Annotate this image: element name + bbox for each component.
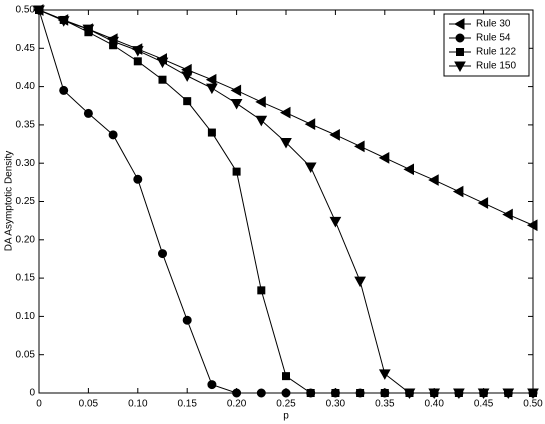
marker bbox=[158, 249, 167, 259]
marker bbox=[403, 163, 414, 176]
marker bbox=[182, 315, 192, 325]
marker bbox=[158, 75, 167, 84]
marker bbox=[453, 388, 465, 400]
x-tick-label: 0.45 bbox=[474, 399, 494, 410]
legend: Rule 30 Rule 54 Rule 122 Rule 150 bbox=[443, 13, 530, 77]
marker bbox=[378, 151, 390, 164]
y-tick-label: 0.10 bbox=[16, 311, 36, 322]
y-tick-label: 0.35 bbox=[16, 120, 36, 131]
marker bbox=[205, 73, 217, 86]
marker bbox=[83, 108, 93, 118]
y-tick-label: 0.20 bbox=[16, 234, 36, 245]
marker bbox=[133, 174, 143, 184]
marker bbox=[356, 389, 365, 397]
legend-label: Rule 54 bbox=[476, 33, 511, 44]
x-tick-label: 0.40 bbox=[424, 399, 444, 410]
marker bbox=[232, 167, 241, 176]
marker bbox=[232, 388, 242, 398]
marker bbox=[380, 389, 389, 397]
marker bbox=[428, 174, 439, 186]
marker bbox=[279, 106, 291, 119]
marker bbox=[131, 46, 144, 57]
marker bbox=[255, 115, 268, 127]
marker bbox=[207, 380, 217, 390]
x-tick-label: 0.05 bbox=[79, 399, 99, 410]
marker bbox=[207, 128, 216, 137]
legend-label: Rule 150 bbox=[476, 61, 516, 72]
marker bbox=[257, 286, 266, 295]
y-tick-label: 0.15 bbox=[16, 273, 36, 284]
marker bbox=[329, 216, 342, 228]
x-tick-label: 0.50 bbox=[523, 399, 543, 410]
marker bbox=[354, 276, 366, 288]
marker bbox=[82, 24, 95, 36]
marker bbox=[477, 388, 490, 400]
marker bbox=[57, 16, 70, 27]
marker bbox=[230, 98, 243, 110]
marker bbox=[33, 5, 45, 17]
marker bbox=[331, 389, 340, 397]
x-tick-label: 0.25 bbox=[276, 399, 296, 410]
marker bbox=[230, 84, 242, 97]
marker bbox=[206, 83, 218, 95]
marker bbox=[306, 389, 315, 397]
marker bbox=[156, 57, 169, 69]
x-tick-label: 0.10 bbox=[128, 399, 148, 410]
legend-label: Rule 30 bbox=[476, 19, 511, 30]
x-axis-label: p bbox=[283, 411, 289, 422]
y-tick-label: 0.30 bbox=[16, 158, 36, 169]
legend-label: Rule 122 bbox=[476, 47, 516, 58]
marker bbox=[329, 129, 340, 141]
marker bbox=[354, 140, 365, 153]
marker bbox=[107, 36, 119, 48]
y-tick-label: 0 bbox=[29, 388, 35, 399]
marker bbox=[256, 388, 266, 398]
marker bbox=[133, 57, 142, 66]
y-tick-label: 0.05 bbox=[16, 349, 36, 360]
marker bbox=[181, 71, 194, 82]
marker bbox=[304, 118, 316, 130]
marker bbox=[452, 185, 464, 198]
x-tick-label: 0.35 bbox=[375, 399, 395, 410]
series bbox=[33, 5, 539, 400]
marker bbox=[502, 388, 515, 400]
marker bbox=[281, 388, 291, 398]
marker bbox=[59, 85, 69, 95]
legend-marker bbox=[454, 61, 466, 73]
legend-marker bbox=[453, 18, 465, 30]
y-tick-label: 0.50 bbox=[16, 5, 36, 16]
marker bbox=[282, 372, 290, 381]
legend-marker bbox=[456, 48, 464, 56]
y-tick-label: 0.25 bbox=[16, 196, 36, 207]
x-tick-label: 0 bbox=[36, 399, 42, 410]
x-tick-label: 0.30 bbox=[326, 399, 346, 410]
marker bbox=[280, 138, 292, 149]
marker bbox=[526, 219, 538, 232]
y-tick-label: 0.45 bbox=[16, 43, 36, 54]
marker bbox=[304, 162, 317, 174]
marker bbox=[108, 130, 118, 140]
x-tick-label: 0.15 bbox=[177, 399, 197, 410]
marker bbox=[477, 197, 489, 209]
marker bbox=[527, 388, 539, 400]
marker bbox=[428, 388, 441, 400]
marker bbox=[502, 208, 513, 221]
marker bbox=[378, 369, 391, 380]
y-axis-label: DA Asymptotic Density bbox=[4, 151, 15, 252]
marker bbox=[183, 97, 192, 106]
legend-marker bbox=[455, 33, 465, 43]
x-tick-label: 0.20 bbox=[227, 399, 247, 410]
marker bbox=[403, 388, 416, 400]
y-tick-label: 0.40 bbox=[16, 81, 36, 92]
marker bbox=[255, 96, 266, 108]
